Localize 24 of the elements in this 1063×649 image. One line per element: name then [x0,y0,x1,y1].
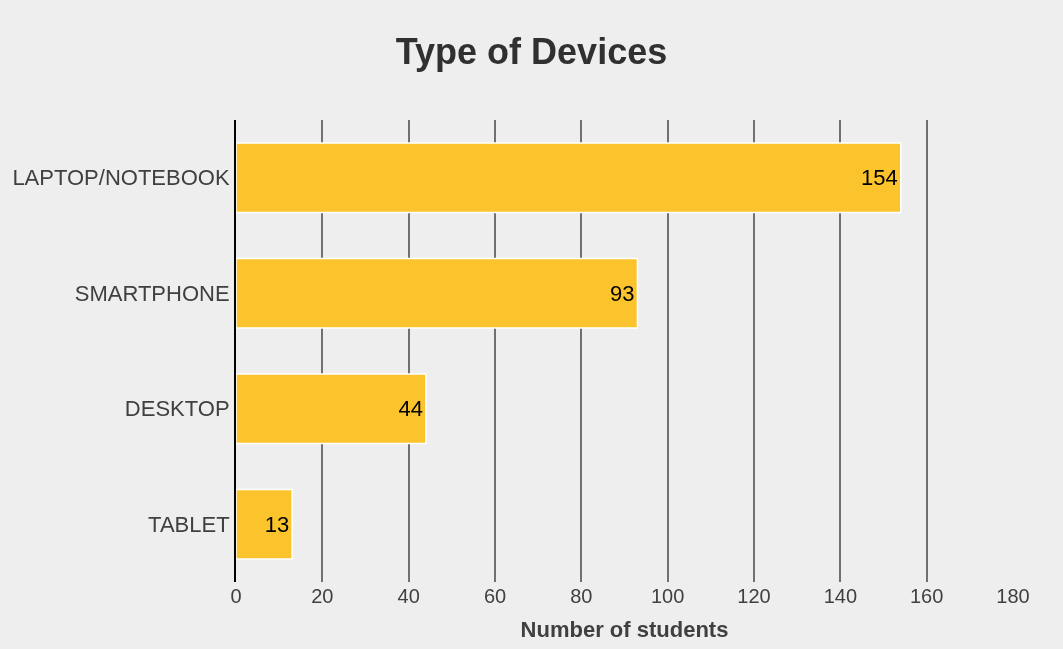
x-tick-label: 20 [311,585,334,607]
x-tick-label: 60 [483,585,507,607]
data-label: 44 [398,396,423,422]
bar [236,373,427,445]
x-tick-label: 0 [230,585,242,607]
bar [236,142,902,214]
x-tick-label: 180 [996,585,1030,607]
x-tick-label: 40 [397,585,420,607]
data-label: 13 [264,511,290,537]
y-tick-label: TABLET [148,511,230,537]
x-tick-label: 140 [823,585,858,607]
x-tick-label: 80 [570,585,593,607]
x-axis-title: Number of students [520,616,729,642]
y-tick-label: DESKTOP [124,396,230,422]
bar [236,257,639,329]
data-label: 154 [861,165,898,191]
y-tick-label: SMARTPHONE [74,280,230,306]
y-tick-label: LAPTOP/NOTEBOOK [12,165,230,191]
data-label: 93 [609,280,635,306]
x-tick-label: 120 [737,585,771,607]
chart-title: Type of Devices [395,31,668,73]
x-tick-label: 100 [650,585,685,607]
x-tick-label: 160 [909,585,944,607]
bar [236,488,293,560]
